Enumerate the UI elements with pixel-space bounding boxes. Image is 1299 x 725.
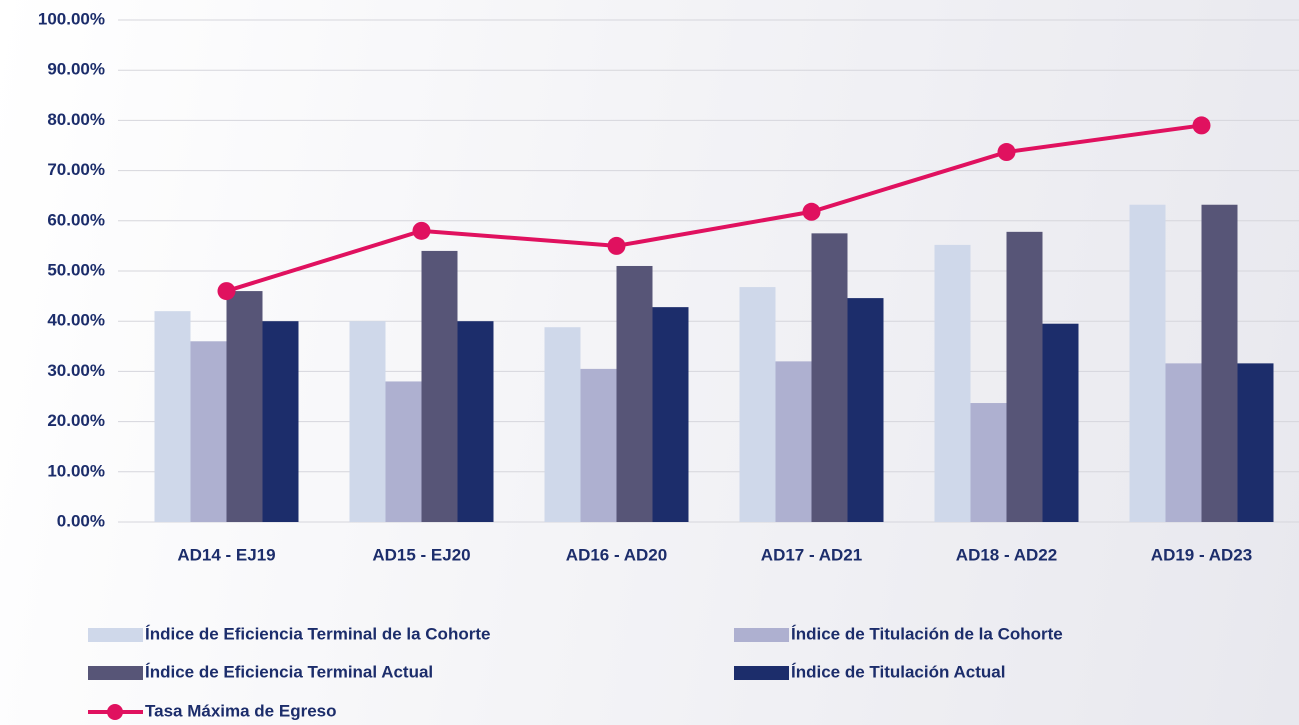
y-tick-label: 80.00%	[47, 110, 105, 129]
x-tick-label: AD17 - AD21	[761, 545, 862, 564]
legend-swatch	[734, 666, 789, 680]
x-tick-label: AD18 - AD22	[956, 545, 1057, 564]
legend-label: Índice de Titulación de la Cohorte	[791, 624, 1063, 643]
bar	[970, 403, 1007, 522]
line-point	[607, 236, 626, 255]
x-tick-label: AD14 - EJ19	[177, 545, 275, 564]
line-point	[1192, 116, 1211, 135]
line-point	[217, 282, 236, 301]
bar	[934, 244, 971, 522]
bar	[226, 291, 263, 522]
bar	[1237, 363, 1274, 522]
y-tick-label: 20.00%	[47, 411, 105, 430]
bar	[652, 307, 689, 522]
bar	[1042, 323, 1079, 522]
line-series	[225, 123, 1202, 293]
x-tick-label: AD15 - EJ20	[372, 545, 470, 564]
legend-label: Índice de Titulación Actual	[791, 662, 1005, 681]
legend-label: Tasa Máxima de Egreso	[145, 701, 337, 720]
bar	[349, 321, 386, 522]
y-tick-label: 10.00%	[47, 461, 105, 480]
bar	[580, 368, 617, 522]
bar	[775, 361, 812, 522]
legend-swatch	[734, 628, 789, 642]
line-point	[802, 202, 821, 221]
legend-label: Índice de Eficiencia Terminal de la Coho…	[145, 624, 490, 643]
line-point	[997, 143, 1016, 162]
bar	[616, 265, 653, 522]
bar	[190, 341, 227, 522]
bar	[1165, 363, 1202, 522]
y-tick-label: 90.00%	[47, 60, 105, 79]
y-tick-label: 70.00%	[47, 160, 105, 179]
legend-swatch	[88, 666, 143, 680]
bar	[1129, 204, 1166, 522]
bar	[1006, 231, 1043, 522]
bar	[421, 250, 458, 523]
bar	[811, 233, 848, 522]
y-tick-label: 50.00%	[47, 260, 105, 279]
y-tick-label: 30.00%	[47, 361, 105, 380]
y-tick-label: 100.00%	[38, 9, 105, 28]
legend-label: Índice de Eficiencia Terminal Actual	[145, 662, 433, 681]
bar	[457, 321, 494, 522]
x-tick-label: AD19 - AD23	[1151, 545, 1252, 564]
y-tick-label: 0.00%	[57, 511, 105, 530]
bar	[262, 321, 299, 522]
legend-marker	[107, 704, 123, 720]
bar	[154, 311, 191, 522]
bar	[1201, 204, 1238, 522]
legend-swatch	[88, 628, 143, 642]
x-tick-label: AD16 - AD20	[566, 545, 667, 564]
bar	[847, 298, 884, 522]
line-point	[412, 221, 431, 240]
y-tick-label: 40.00%	[47, 311, 105, 330]
bar	[544, 327, 581, 522]
bar	[385, 381, 422, 522]
bar	[739, 287, 776, 522]
y-tick-label: 60.00%	[47, 210, 105, 229]
